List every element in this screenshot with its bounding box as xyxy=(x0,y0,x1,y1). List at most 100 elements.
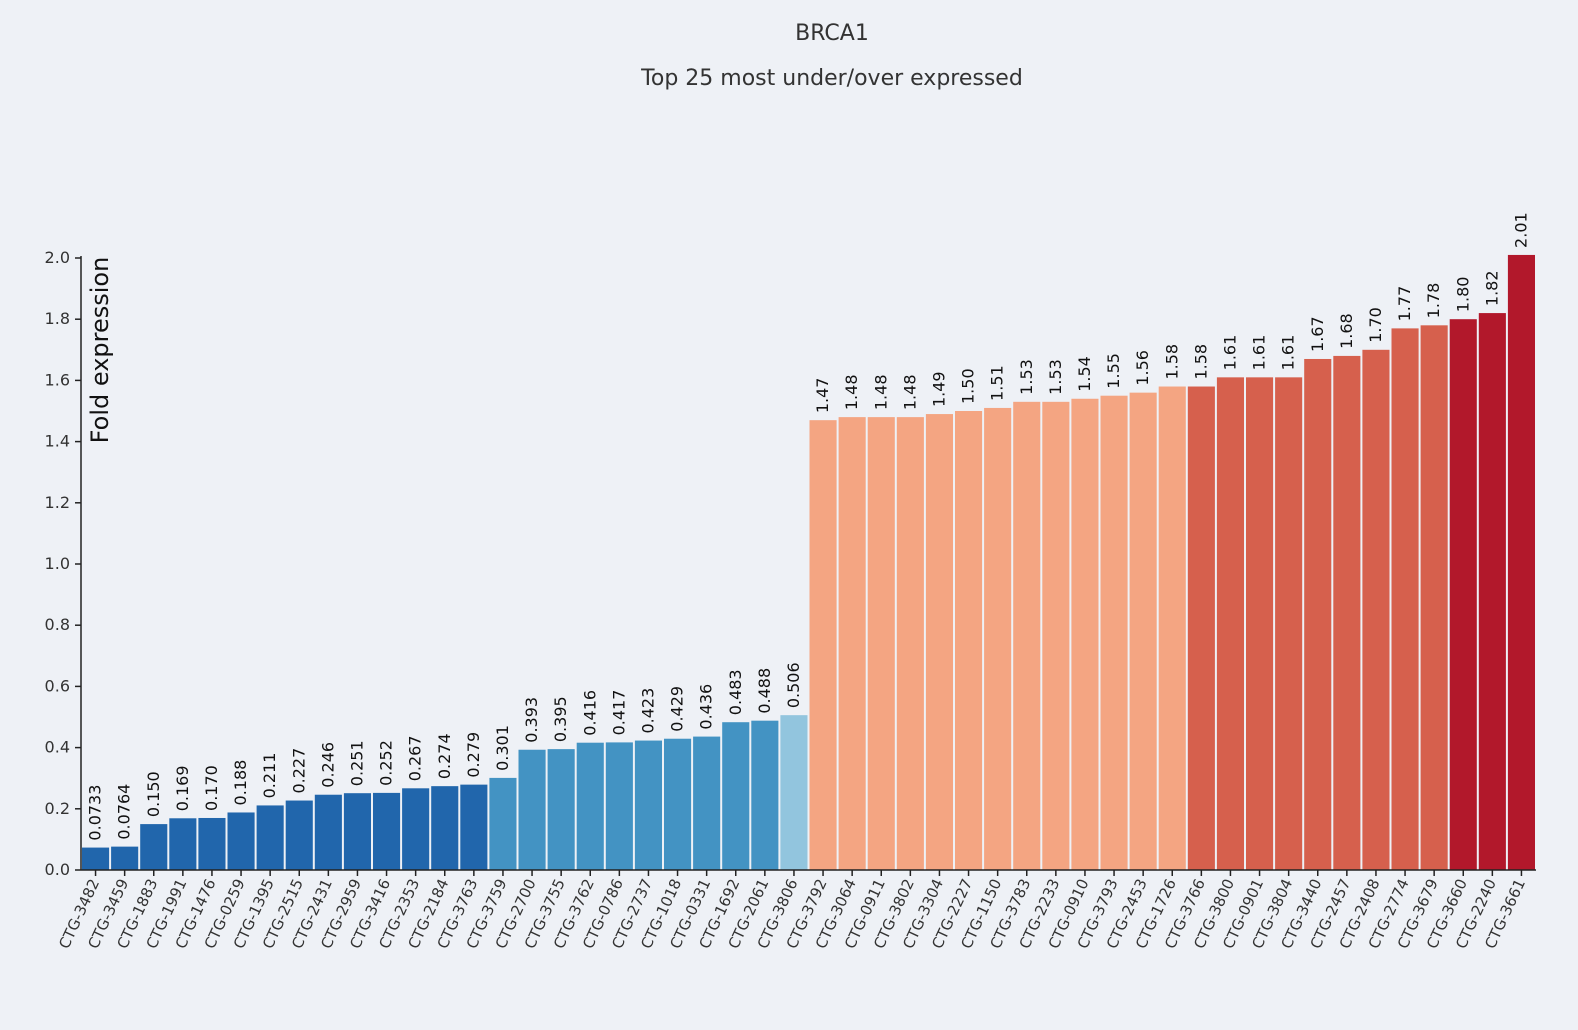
value-label: 1.54 xyxy=(1075,356,1094,392)
value-label: 1.82 xyxy=(1482,270,1501,306)
bar xyxy=(838,417,866,870)
bar xyxy=(955,411,983,870)
bar xyxy=(227,812,255,870)
value-label: 1.58 xyxy=(1191,344,1210,380)
plot-area: 0.0733 0.0764 0.150 0.169 0.170 0.188 0.211 0.2… xyxy=(45,212,1536,952)
value-label: 1.50 xyxy=(959,368,978,404)
bar xyxy=(605,742,633,870)
value-label: 0.483 xyxy=(726,669,745,715)
bar xyxy=(1187,386,1215,870)
bar xyxy=(1449,319,1477,870)
value-label: 0.279 xyxy=(464,732,483,778)
value-label: 0.301 xyxy=(493,725,512,771)
value-label: 1.53 xyxy=(1046,359,1065,395)
value-label: 1.77 xyxy=(1395,286,1414,322)
y-tick-label: 1.8 xyxy=(45,309,70,328)
value-label: 1.80 xyxy=(1453,277,1472,313)
bar xyxy=(343,793,371,870)
bar xyxy=(285,800,313,870)
value-label: 1.61 xyxy=(1220,335,1239,371)
bar xyxy=(373,792,401,870)
bar xyxy=(1013,401,1041,870)
value-label: 1.67 xyxy=(1308,316,1327,352)
value-label: 2.01 xyxy=(1511,212,1530,248)
value-label: 0.150 xyxy=(144,771,163,817)
value-label: 0.267 xyxy=(406,735,425,781)
y-tick-label: 1.2 xyxy=(45,493,70,512)
bar xyxy=(751,720,779,870)
value-label: 0.488 xyxy=(755,668,774,714)
value-label: 1.48 xyxy=(842,374,861,410)
value-label: 0.417 xyxy=(609,690,628,736)
bar xyxy=(1100,395,1128,870)
bar xyxy=(693,736,721,870)
y-tick-label: 0.0 xyxy=(45,860,70,879)
bar xyxy=(1391,328,1419,870)
bar xyxy=(198,817,226,870)
value-label: 1.61 xyxy=(1250,335,1269,371)
bar xyxy=(1420,325,1448,870)
value-label: 1.48 xyxy=(871,374,890,410)
value-label: 0.416 xyxy=(580,690,599,736)
value-label: 1.49 xyxy=(929,371,948,407)
bar xyxy=(256,805,284,870)
bar xyxy=(1071,398,1099,870)
bar xyxy=(1216,377,1244,870)
value-label: 0.274 xyxy=(435,733,454,779)
bar xyxy=(1333,355,1361,870)
value-label: 0.429 xyxy=(668,686,687,732)
value-label: 1.48 xyxy=(900,374,919,410)
y-tick-label: 2.0 xyxy=(45,248,70,267)
value-label: 1.53 xyxy=(1017,359,1036,395)
value-label: 0.395 xyxy=(551,696,570,742)
bar xyxy=(402,788,430,870)
value-label: 1.68 xyxy=(1337,313,1356,349)
bar xyxy=(314,794,342,870)
value-label: 0.246 xyxy=(318,742,337,788)
value-label: 0.227 xyxy=(289,748,308,794)
bar xyxy=(460,784,488,870)
bar xyxy=(1158,386,1186,870)
value-label: 0.251 xyxy=(347,740,366,786)
value-label: 1.47 xyxy=(813,378,832,414)
value-label: 0.506 xyxy=(784,662,803,708)
bar xyxy=(896,417,924,870)
bar xyxy=(634,740,662,870)
value-label: 0.0764 xyxy=(115,784,134,840)
value-label: 1.55 xyxy=(1104,353,1123,389)
bar xyxy=(1304,358,1332,870)
bar xyxy=(489,777,517,870)
value-label: 1.78 xyxy=(1424,283,1443,319)
bar xyxy=(1246,377,1274,870)
value-label: 1.56 xyxy=(1133,350,1152,386)
bar xyxy=(169,818,197,870)
bar xyxy=(547,749,575,870)
bar xyxy=(140,824,168,870)
bar xyxy=(82,847,110,870)
bar xyxy=(518,749,546,870)
y-tick-label: 0.4 xyxy=(45,738,70,757)
y-tick-label: 1.0 xyxy=(45,554,70,573)
value-label: 1.51 xyxy=(988,365,1007,401)
bar xyxy=(867,417,895,870)
y-tick-label: 1.4 xyxy=(45,432,70,451)
bar xyxy=(1275,377,1303,870)
value-label: 0.393 xyxy=(522,697,541,743)
bar xyxy=(809,420,837,870)
value-label: 0.436 xyxy=(697,684,716,730)
value-label: 0.252 xyxy=(377,740,396,786)
value-label: 1.61 xyxy=(1279,335,1298,371)
bar xyxy=(925,414,953,870)
bar xyxy=(1478,313,1506,871)
value-label: 0.423 xyxy=(638,688,657,734)
bar xyxy=(722,722,750,870)
y-tick-label: 0.2 xyxy=(45,799,70,818)
bar xyxy=(1129,392,1157,870)
value-label: 0.211 xyxy=(260,753,279,799)
chart-subtitle: Top 25 most under/over expressed xyxy=(640,66,1023,91)
value-label: 0.188 xyxy=(231,760,250,806)
bar xyxy=(664,738,692,870)
bar xyxy=(984,407,1012,870)
bar xyxy=(431,786,459,870)
